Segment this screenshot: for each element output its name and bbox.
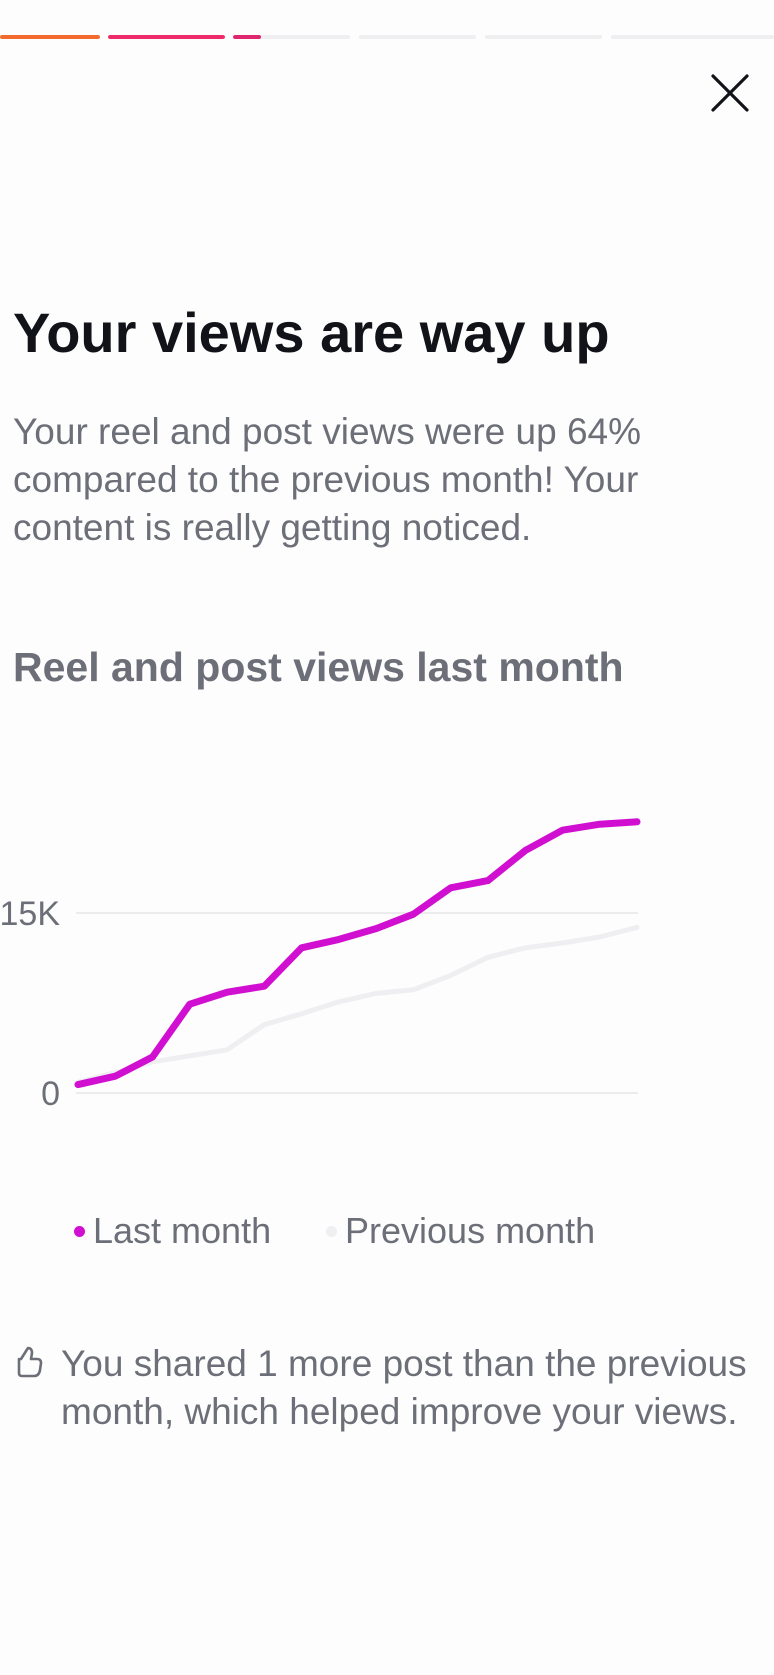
progress-segment xyxy=(611,35,774,39)
progress-segment xyxy=(485,35,602,39)
series-line-previous-month xyxy=(75,924,640,1085)
page-title: Your views are way up xyxy=(13,301,610,364)
legend-item-previous-month: Previous month xyxy=(326,1210,595,1252)
legend-label: Last month xyxy=(93,1210,272,1251)
legend-item-last-month: Last month xyxy=(74,1210,271,1252)
close-button[interactable] xyxy=(710,73,752,115)
progress-segment xyxy=(108,35,225,39)
legend-label: Previous month xyxy=(345,1210,596,1251)
progress-segment xyxy=(0,35,100,39)
insight-text: You shared 1 more post than the previous… xyxy=(61,1343,747,1432)
story-progress-bar xyxy=(0,35,774,39)
summary-text: Your reel and post views were up 64% com… xyxy=(13,411,642,548)
chart-title: Reel and post views last month xyxy=(13,644,624,690)
close-icon xyxy=(711,74,749,112)
views-line-chart: 30K 15K 0 xyxy=(0,750,641,1113)
y-tick-label: 30K xyxy=(0,750,60,753)
progress-segment xyxy=(359,35,476,39)
series-line-last-month xyxy=(74,818,641,1089)
legend-dot-last-month xyxy=(74,1225,85,1237)
y-tick-label: 0 xyxy=(41,1075,60,1113)
y-tick-label: 15K xyxy=(0,895,60,933)
thumbs-up-icon xyxy=(17,1346,43,1378)
legend-dot-previous-month xyxy=(326,1225,337,1237)
progress-segment xyxy=(233,35,350,39)
